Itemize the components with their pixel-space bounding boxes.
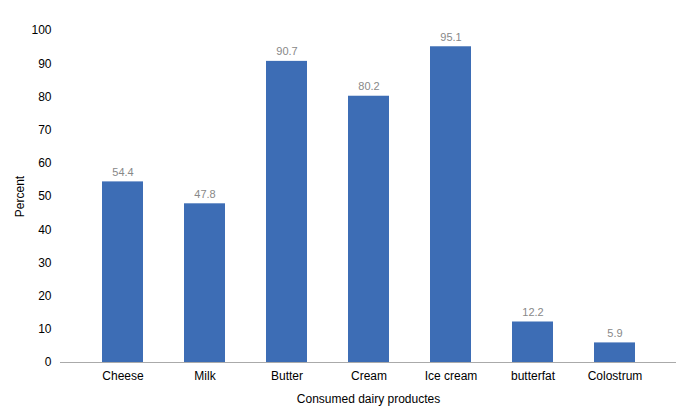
svg-text:Colostrum: Colostrum bbox=[588, 369, 643, 383]
svg-text:Cheese: Cheese bbox=[102, 369, 144, 383]
svg-text:80: 80 bbox=[38, 90, 52, 104]
svg-text:90: 90 bbox=[38, 57, 52, 71]
svg-text:90.7: 90.7 bbox=[276, 45, 297, 57]
svg-text:50: 50 bbox=[38, 189, 52, 203]
svg-text:12.2: 12.2 bbox=[522, 306, 543, 318]
svg-text:95.1: 95.1 bbox=[440, 31, 461, 43]
svg-text:Butter: Butter bbox=[271, 369, 303, 383]
svg-text:Cream: Cream bbox=[351, 369, 387, 383]
svg-text:47.8: 47.8 bbox=[194, 188, 215, 200]
svg-text:100: 100 bbox=[31, 23, 51, 37]
svg-text:10: 10 bbox=[38, 322, 52, 336]
svg-text:54.4: 54.4 bbox=[112, 166, 133, 178]
svg-text:20: 20 bbox=[38, 289, 52, 303]
svg-text:butterfat: butterfat bbox=[511, 369, 556, 383]
svg-text:30: 30 bbox=[38, 256, 52, 270]
svg-text:80.2: 80.2 bbox=[358, 80, 379, 92]
svg-text:70: 70 bbox=[38, 123, 52, 137]
svg-text:Consumed dairy productes: Consumed dairy productes bbox=[297, 392, 440, 406]
svg-text:Milk: Milk bbox=[194, 369, 216, 383]
svg-text:Percent: Percent bbox=[13, 175, 27, 217]
svg-text:Ice cream: Ice cream bbox=[425, 369, 478, 383]
svg-text:40: 40 bbox=[38, 223, 52, 237]
svg-text:0: 0 bbox=[45, 355, 52, 369]
svg-text:5.9: 5.9 bbox=[607, 327, 622, 339]
svg-text:60: 60 bbox=[38, 156, 52, 170]
